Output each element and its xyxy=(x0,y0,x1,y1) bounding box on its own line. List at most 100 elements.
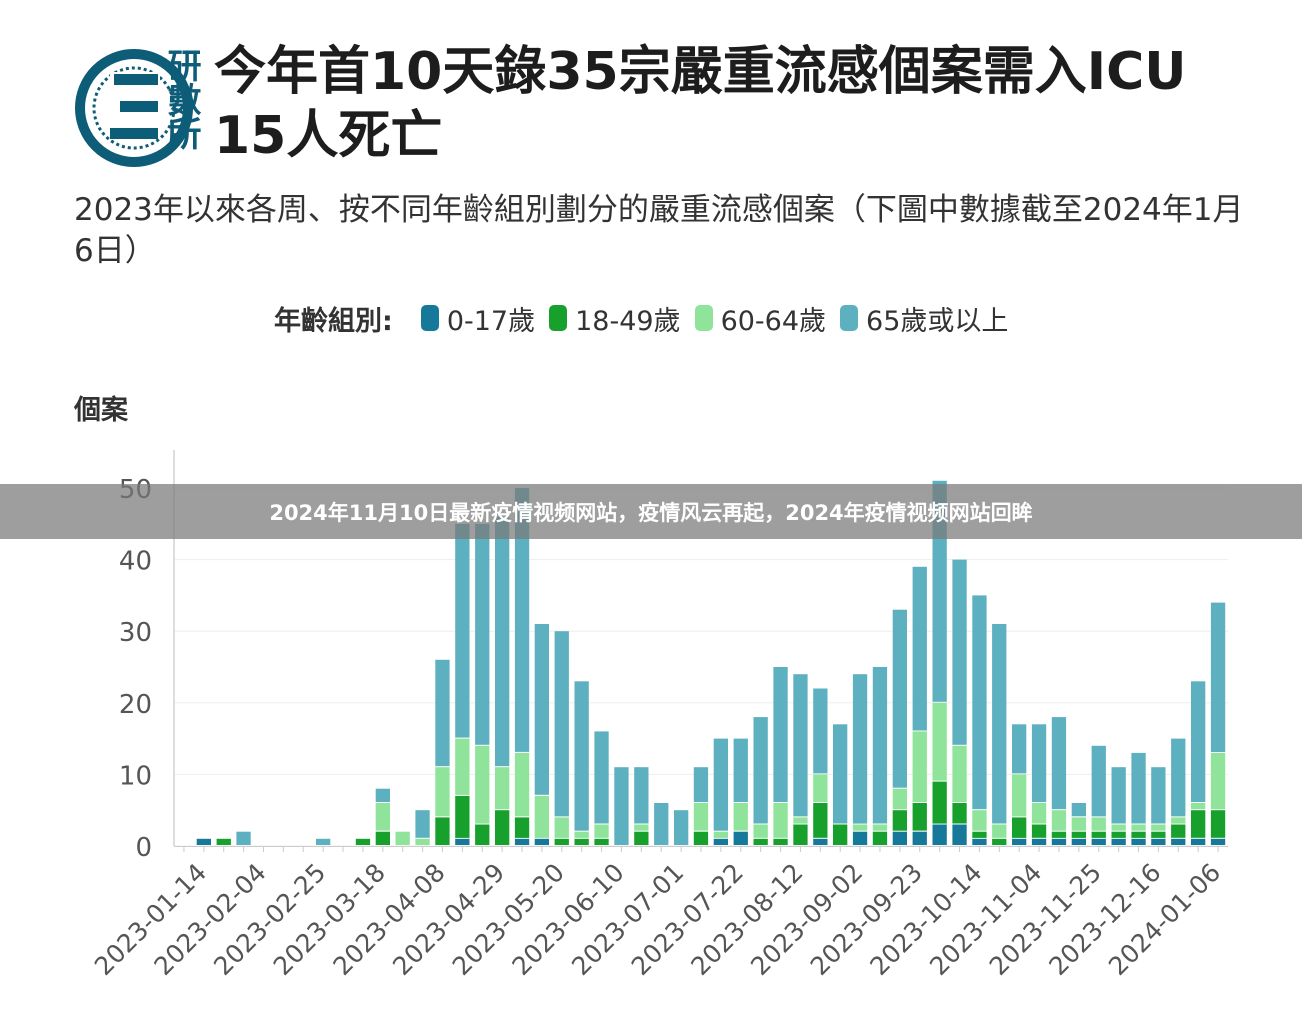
legend-title: 年齡組別: xyxy=(274,305,393,337)
bar-segment-0-17歲 xyxy=(196,838,211,845)
logo-text: 研數所 xyxy=(161,48,201,150)
bar-segment-18-49歲 xyxy=(1171,824,1186,838)
bar-segment-60-64歲 xyxy=(1051,810,1067,831)
bar-segment-65歲或以上 xyxy=(316,838,331,845)
bar-segment-0-17歲 xyxy=(1012,838,1027,845)
bar-segment-18-49歲 xyxy=(773,838,788,845)
bar-segment-0-17歲 xyxy=(713,838,728,845)
bar-segment-0-17歲 xyxy=(1111,838,1126,845)
bar-segment-0-17歲 xyxy=(1131,838,1146,845)
bar-segment-18-49歲 xyxy=(972,831,987,838)
bar-segment-18-49歲 xyxy=(1051,831,1067,838)
bar-segment-65歲或以上 xyxy=(634,767,649,824)
bar-segment-65歲或以上 xyxy=(1031,724,1047,803)
bar-segment-60-64歲 xyxy=(872,824,888,831)
bar-segment-65歲或以上 xyxy=(415,810,430,838)
bar-segment-60-64歲 xyxy=(435,767,450,817)
bar-segment-65歲或以上 xyxy=(872,667,888,824)
y-tick-label: 30 xyxy=(119,618,152,648)
bar-segment-65歲或以上 xyxy=(1051,717,1067,810)
bar-segment-0-17歲 xyxy=(1031,838,1047,845)
bar-segment-0-17歲 xyxy=(1210,838,1226,845)
bar-segment-60-64歲 xyxy=(733,803,748,831)
bar-segment-60-64歲 xyxy=(932,702,947,781)
bar-segment-18-49歲 xyxy=(375,831,390,845)
legend-label-60-64: 60-64歲 xyxy=(720,305,827,337)
bar-segment-65歲或以上 xyxy=(972,595,987,810)
bar-segment-60-64歲 xyxy=(852,824,868,831)
bar-segment-60-64歲 xyxy=(1131,824,1146,831)
bar-segment-65歲或以上 xyxy=(1171,738,1186,817)
bar-segment-65歲或以上 xyxy=(1210,602,1226,752)
bar-segment-60-64歲 xyxy=(574,831,589,838)
bar-segment-65歲或以上 xyxy=(236,831,251,845)
bar-segment-60-64歲 xyxy=(1111,824,1126,831)
bar-segment-65歲或以上 xyxy=(833,724,848,824)
bar-segment-65歲或以上 xyxy=(654,803,669,845)
bar-segment-18-49歲 xyxy=(932,781,947,824)
bar-segment-0-17歲 xyxy=(972,838,987,845)
page-title: 今年首10天錄35宗嚴重流感個案需入ICU 15人死亡 xyxy=(214,42,1187,166)
bar-segment-60-64歲 xyxy=(1031,803,1047,824)
bar-segment-60-64歲 xyxy=(634,824,649,831)
bar-segment-60-64歲 xyxy=(554,817,569,838)
bar-segment-65歲或以上 xyxy=(1131,752,1146,824)
bar-segment-65歲或以上 xyxy=(693,767,709,802)
bar-segment-60-64歲 xyxy=(1151,824,1166,831)
legend-item-60-64: 60-64歲 xyxy=(694,299,827,338)
bar-segment-65歲或以上 xyxy=(952,559,967,745)
bar-segment-65歲或以上 xyxy=(813,688,828,774)
bar-segment-60-64歲 xyxy=(594,824,609,838)
logo-inner-ring xyxy=(92,66,176,150)
bar-segment-65歲或以上 xyxy=(475,523,490,745)
bar-segment-0-17歲 xyxy=(892,831,907,845)
bar-segment-18-49歲 xyxy=(793,824,808,845)
bar-segment-18-49歲 xyxy=(514,817,530,838)
bar-segment-18-49歲 xyxy=(495,810,510,845)
bar-segment-60-64歲 xyxy=(475,745,490,824)
y-tick-label: 0 xyxy=(135,833,152,863)
bar-segment-65歲或以上 xyxy=(733,738,748,802)
bar-segment-18-49歲 xyxy=(435,817,450,845)
bar-segment-60-64歲 xyxy=(693,803,709,831)
bar-segment-60-64歲 xyxy=(813,774,828,802)
bar-segment-60-64歲 xyxy=(992,824,1007,838)
bar-segment-0-17歲 xyxy=(1191,838,1206,845)
bar-segment-65歲或以上 xyxy=(912,566,927,731)
bar-segment-60-64歲 xyxy=(773,803,788,838)
bar-segment-60-64歲 xyxy=(972,810,987,831)
bar-segment-18-49歲 xyxy=(912,803,927,831)
legend-item-65-plus: 65歲或以上 xyxy=(840,299,1008,338)
bar-segment-60-64歲 xyxy=(395,831,410,845)
bar-segment-18-49歲 xyxy=(216,838,231,845)
bar-segment-18-49歲 xyxy=(634,831,649,845)
bar-segment-18-49歲 xyxy=(1210,810,1226,838)
bar-segment-0-17歲 xyxy=(813,838,828,845)
bar-segment-60-64歲 xyxy=(952,745,967,803)
bar-segment-65歲或以上 xyxy=(1111,767,1126,824)
bar-segment-0-17歲 xyxy=(1071,838,1086,845)
bar-segment-0-17歲 xyxy=(1051,838,1067,845)
bar-segment-18-49歲 xyxy=(892,810,907,831)
logo-bar-top xyxy=(114,74,158,85)
bar-segment-18-49歲 xyxy=(594,838,609,845)
bar-segment-65歲或以上 xyxy=(554,631,569,817)
bar-segment-18-49歲 xyxy=(1071,831,1086,838)
bar-segment-65歲或以上 xyxy=(1071,803,1086,817)
bar-segment-18-49歲 xyxy=(1012,817,1027,838)
bar-segment-65歲或以上 xyxy=(594,731,609,824)
bar-segment-65歲或以上 xyxy=(892,609,907,788)
bar-segment-65歲或以上 xyxy=(534,624,549,795)
logo-bar-middle xyxy=(120,101,158,112)
legend-label-18-49: 18-49歲 xyxy=(575,305,681,337)
bar-segment-60-64歲 xyxy=(1071,817,1086,831)
bar-segment-18-49歲 xyxy=(554,838,569,845)
bar-segment-18-49歲 xyxy=(753,838,768,845)
bar-segment-65歲或以上 xyxy=(435,659,450,767)
bar-segment-0-17歲 xyxy=(932,824,947,845)
bar-segment-65歲或以上 xyxy=(713,738,728,831)
bar-segment-65歲或以上 xyxy=(375,788,390,802)
bar-segment-60-64歲 xyxy=(892,788,907,810)
bar-segment-60-64歲 xyxy=(375,803,390,831)
